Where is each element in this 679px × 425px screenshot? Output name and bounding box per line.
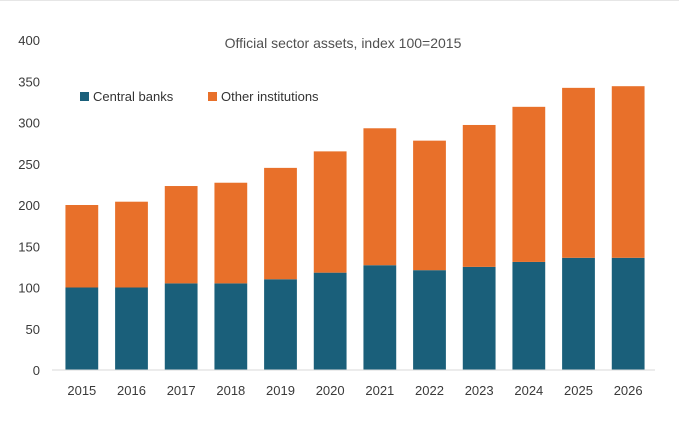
bar-other-institutions-2025 xyxy=(562,87,595,258)
x-tick-label: 2023 xyxy=(465,383,494,398)
bar-central-banks-2023 xyxy=(462,266,496,370)
bar-other-institutions-2017 xyxy=(164,186,198,284)
legend: Central banks Other institutions xyxy=(80,89,319,104)
bar-central-banks-2024 xyxy=(512,261,546,370)
legend-label-other-institutions: Other institutions xyxy=(221,89,319,104)
y-tick-label: 100 xyxy=(18,281,40,296)
y-axis-ticks: 0 50 100 150 200 250 300 350 400 xyxy=(18,33,40,378)
y-tick-label: 0 xyxy=(33,363,40,378)
bar-central-banks-2020 xyxy=(313,272,347,370)
legend-label-central-banks: Central banks xyxy=(93,89,174,104)
bar-other-institutions-2020 xyxy=(313,151,347,273)
bar-central-banks-2015 xyxy=(65,287,99,370)
y-tick-label: 250 xyxy=(18,157,40,172)
chart-title: Official sector assets, index 100=2015 xyxy=(225,35,462,51)
bar-other-institutions-2016 xyxy=(115,201,148,288)
bar-central-banks-2026 xyxy=(611,257,645,370)
bar-other-institutions-2021 xyxy=(363,128,397,266)
x-tick-label: 2021 xyxy=(365,383,394,398)
bar-central-banks-2018 xyxy=(214,283,248,370)
x-tick-label: 2015 xyxy=(67,383,96,398)
y-tick-label: 300 xyxy=(18,116,40,131)
bar-central-banks-2019 xyxy=(264,279,297,370)
bar-central-banks-2021 xyxy=(363,265,397,370)
x-tick-label: 2019 xyxy=(266,383,295,398)
bar-other-institutions-2026 xyxy=(611,86,645,258)
x-tick-label: 2025 xyxy=(564,383,593,398)
bar-other-institutions-2024 xyxy=(512,106,546,262)
bar-central-banks-2025 xyxy=(562,257,595,370)
y-tick-label: 150 xyxy=(18,239,40,254)
bar-other-institutions-2019 xyxy=(264,167,297,280)
bar-other-institutions-2018 xyxy=(214,182,248,284)
bar-central-banks-2022 xyxy=(413,270,446,370)
bar-other-institutions-2022 xyxy=(413,140,446,271)
bar-central-banks-2017 xyxy=(164,283,198,370)
y-tick-label: 350 xyxy=(18,74,40,89)
x-tick-label: 2022 xyxy=(415,383,444,398)
bar-other-institutions-2023 xyxy=(462,124,496,267)
x-tick-label: 2017 xyxy=(167,383,196,398)
x-tick-label: 2024 xyxy=(514,383,543,398)
bar-other-institutions-2015 xyxy=(65,205,99,288)
y-tick-label: 50 xyxy=(26,322,40,337)
y-tick-label: 200 xyxy=(18,198,40,213)
x-axis-ticks: 2015 2016 2017 2018 2019 2020 2021 2022 2023 2024… xyxy=(67,383,642,398)
x-tick-label: 2020 xyxy=(316,383,345,398)
x-tick-label: 2018 xyxy=(216,383,245,398)
x-tick-label: 2026 xyxy=(614,383,643,398)
y-tick-label: 400 xyxy=(18,33,40,48)
legend-swatch-other-institutions xyxy=(208,92,217,101)
bar-central-banks-2016 xyxy=(115,287,148,370)
legend-swatch-central-banks xyxy=(80,92,89,101)
x-tick-label: 2016 xyxy=(117,383,146,398)
bars xyxy=(65,86,645,370)
